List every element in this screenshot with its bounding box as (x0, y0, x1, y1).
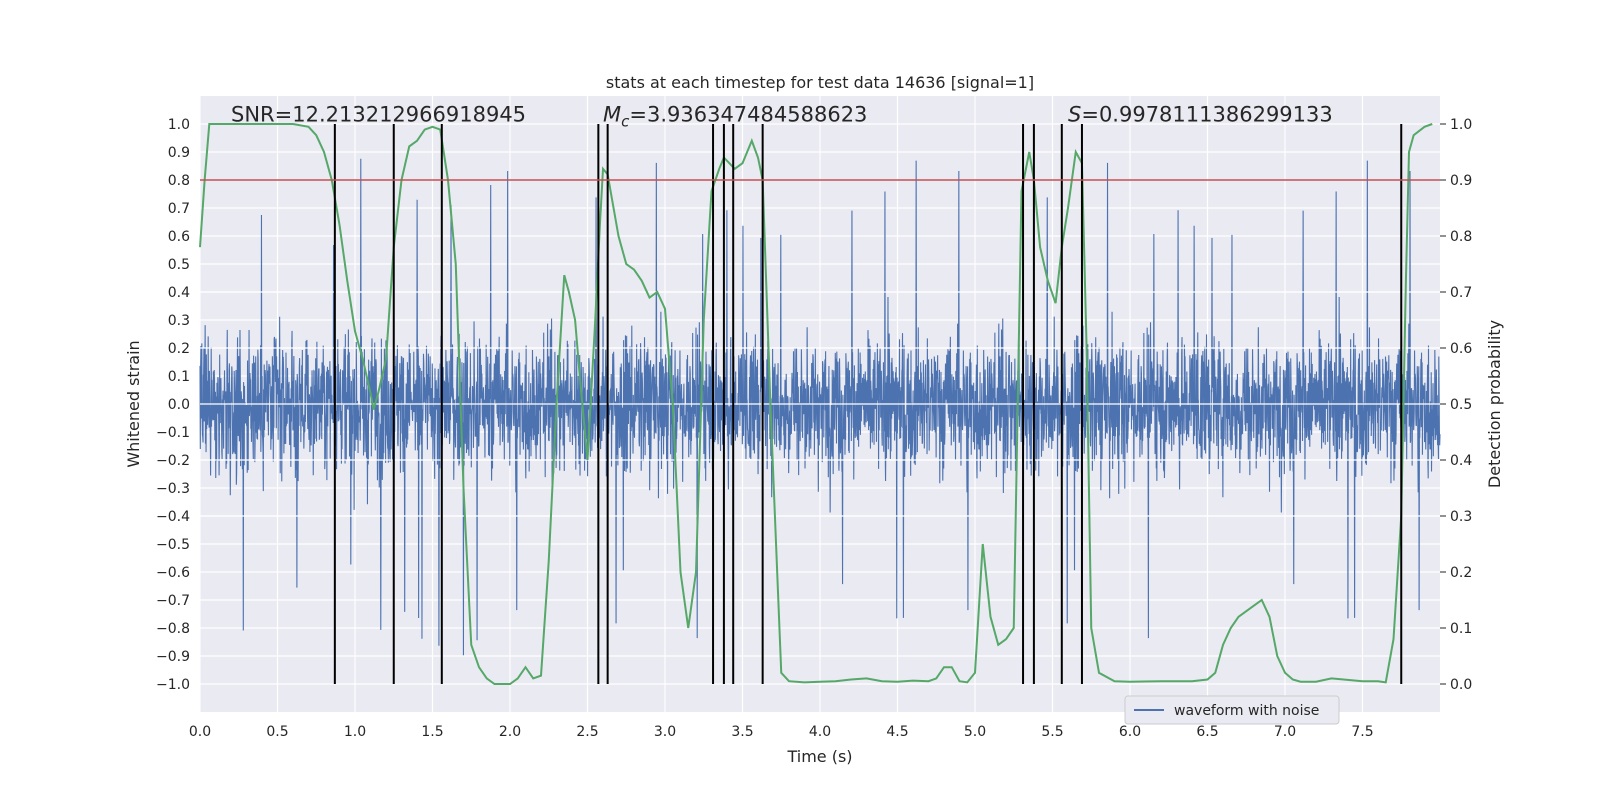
y-left-tick-label: 0.4 (168, 285, 190, 301)
probability-line (199, 123, 1433, 685)
x-tick-label: 6.0 (1119, 724, 1141, 740)
legend-box (1124, 695, 1340, 725)
x-tick-label: 5.5 (1041, 724, 1063, 740)
x-tick-label: 3.5 (731, 724, 753, 740)
y-left-tick-label: 0.5 (168, 257, 190, 273)
x-tick-label: 6.5 (1196, 724, 1218, 740)
y-right-axis-label: Detection probability (1485, 320, 1504, 488)
y-right-tick-label: 0.1 (1450, 621, 1472, 637)
x-tick-label: 1.5 (421, 724, 443, 740)
x-tick-label: 0.5 (266, 724, 288, 740)
waveform-line (199, 158, 1441, 656)
x-tick-label: 1.0 (344, 724, 366, 740)
chart-title: stats at each timestep for test data 146… (606, 73, 1034, 92)
y-right-tick-label: 0.2 (1450, 565, 1472, 581)
annotation-chirp-mass: Mc=3.936347484588623 (603, 103, 867, 131)
x-axis-label: Time (s) (786, 747, 852, 766)
y-right-tick-label: 0.5 (1450, 397, 1472, 413)
x-axis-ticks: 0.0 0.5 1.0 1.5 2.0 2.5 3.0 3.5 4.0 4.5 5.0 5.5 6.0 6… (189, 724, 1374, 740)
x-tick-label: 2.5 (576, 724, 598, 740)
x-tick-label: 0.0 (189, 724, 211, 740)
y-left-tick-label: 0.7 (168, 201, 190, 217)
annotation-s-symbol: S (1068, 103, 1081, 127)
x-tick-label: 4.5 (886, 724, 908, 740)
y-left-tick-label: 0.9 (168, 145, 190, 161)
event-markers (333, 124, 1403, 684)
y-left-tick-label: −0.5 (156, 537, 190, 553)
probability-series (199, 123, 1433, 685)
y-right-tick-label: 0.4 (1450, 453, 1472, 469)
x-tick-label: 4.0 (809, 724, 831, 740)
annotation-snr-score: S=0.9978111386299133 (1068, 103, 1333, 127)
y-left-tick-label: 0.6 (168, 229, 190, 245)
y-left-tick-label: −0.9 (156, 649, 190, 665)
legend: waveform with noise (1124, 695, 1340, 725)
y-left-axis-ticks: 1.0 0.9 0.8 0.7 0.6 0.5 0.4 0.3 0.2 0.1 0.0 −0.1 −0.… (156, 117, 190, 693)
y-left-tick-label: −0.1 (156, 425, 190, 441)
y-left-tick-label: 0.2 (168, 341, 190, 357)
legend-entry-waveform: waveform with noise (1174, 703, 1319, 719)
x-tick-label: 7.0 (1274, 724, 1296, 740)
y-right-axis-ticks: 1.0 0.9 0.8 0.7 0.6 0.5 0.4 0.3 0.2 0.1 0.0 (1440, 117, 1472, 693)
y-left-tick-label: 0.8 (168, 173, 190, 189)
y-left-axis-label: Whitened strain (124, 340, 143, 467)
y-right-tick-label: 0.0 (1450, 677, 1472, 693)
annotation-chirp-mass-value: =3.936347484588623 (629, 103, 867, 127)
waveform-series (199, 158, 1441, 656)
y-left-tick-label: −0.4 (156, 509, 190, 525)
annotation-chirp-mass-symbol: M (603, 103, 621, 127)
annotation-chirp-mass-subscript: c (621, 113, 630, 131)
annotation-snr: SNR=12.213212966918945 (231, 103, 526, 127)
x-tick-label: 2.0 (499, 724, 521, 740)
y-right-tick-label: 1.0 (1450, 117, 1472, 133)
y-right-tick-label: 0.9 (1450, 173, 1472, 189)
y-left-tick-label: 0.1 (168, 369, 190, 385)
y-left-tick-label: −0.6 (156, 565, 190, 581)
y-left-tick-label: 0.0 (168, 397, 190, 413)
y-left-tick-label: −0.2 (156, 453, 190, 469)
annotation-s-value: =0.9978111386299133 (1081, 103, 1332, 127)
y-left-tick-label: 0.3 (168, 313, 190, 329)
x-tick-label: 5.0 (964, 724, 986, 740)
y-left-tick-label: −0.8 (156, 621, 190, 637)
y-right-tick-label: 0.7 (1450, 285, 1472, 301)
x-tick-label: 3.0 (654, 724, 676, 740)
y-left-tick-label: −0.3 (156, 481, 190, 497)
y-left-tick-label: 1.0 (168, 117, 190, 133)
y-right-tick-label: 0.8 (1450, 229, 1472, 245)
y-left-tick-label: −0.7 (156, 593, 190, 609)
y-right-tick-label: 0.3 (1450, 509, 1472, 525)
x-tick-label: 7.5 (1351, 724, 1373, 740)
y-right-tick-label: 0.6 (1450, 341, 1472, 357)
y-left-tick-label: −1.0 (156, 677, 190, 693)
